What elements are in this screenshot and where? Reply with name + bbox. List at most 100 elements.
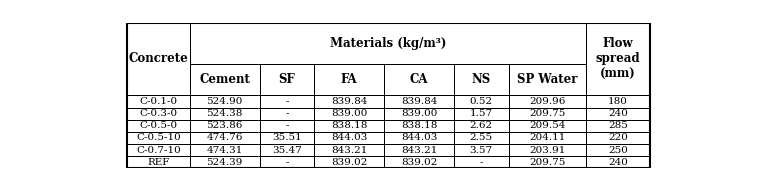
Text: 843.21: 843.21 [331, 146, 368, 155]
Text: REF: REF [147, 158, 170, 167]
Text: 2.55: 2.55 [470, 133, 493, 142]
Text: C-0.1-0: C-0.1-0 [139, 97, 177, 106]
Text: Materials (kg/m³): Materials (kg/m³) [330, 37, 446, 50]
Bar [314, 64, 384, 95]
Text: 839.84: 839.84 [331, 97, 368, 106]
Bar [127, 132, 190, 144]
Bar [259, 108, 314, 120]
Text: 524.39: 524.39 [206, 158, 243, 167]
Text: Cement: Cement [199, 73, 250, 86]
Text: 285: 285 [608, 121, 628, 130]
Text: Flow
spread
(mm): Flow spread (mm) [596, 37, 641, 81]
Text: 839.00: 839.00 [401, 109, 437, 118]
Bar [190, 108, 259, 120]
Bar [314, 156, 384, 168]
Bar [190, 23, 586, 64]
Text: 0.52: 0.52 [470, 97, 493, 106]
Bar [384, 64, 454, 95]
Text: -: - [285, 121, 289, 130]
Bar [384, 132, 454, 144]
Text: 839.02: 839.02 [401, 158, 437, 167]
Text: SF: SF [278, 73, 295, 86]
Bar [259, 156, 314, 168]
Text: SP Water: SP Water [517, 73, 578, 86]
Text: 35.47: 35.47 [272, 146, 302, 155]
Bar [509, 144, 586, 156]
Text: 209.75: 209.75 [529, 158, 565, 167]
Text: 35.51: 35.51 [272, 133, 302, 142]
Bar [509, 108, 586, 120]
Bar [509, 95, 586, 108]
Text: C-0.7-10: C-0.7-10 [136, 146, 181, 155]
Text: C-0.5-0: C-0.5-0 [139, 121, 177, 130]
Bar [127, 23, 190, 95]
Bar [190, 64, 259, 95]
Text: 204.11: 204.11 [529, 133, 565, 142]
Text: 180: 180 [608, 97, 628, 106]
Bar [384, 156, 454, 168]
Bar [586, 156, 650, 168]
Bar [127, 144, 190, 156]
Bar [314, 132, 384, 144]
Text: 523.86: 523.86 [206, 121, 243, 130]
Bar [454, 108, 509, 120]
Text: CA: CA [410, 73, 428, 86]
Text: 839.84: 839.84 [401, 97, 437, 106]
Bar [190, 120, 259, 132]
Bar [127, 120, 190, 132]
Text: 839.02: 839.02 [331, 158, 368, 167]
Text: Concrete: Concrete [129, 53, 189, 66]
Text: 474.31: 474.31 [206, 146, 243, 155]
Bar [586, 144, 650, 156]
Bar [314, 108, 384, 120]
Bar [586, 108, 650, 120]
Bar [127, 95, 190, 108]
Text: 844.03: 844.03 [331, 133, 368, 142]
Bar [259, 120, 314, 132]
Text: 838.18: 838.18 [401, 121, 437, 130]
Text: FA: FA [341, 73, 358, 86]
Bar [190, 132, 259, 144]
Text: -: - [480, 158, 483, 167]
Bar [509, 156, 586, 168]
Text: 2.62: 2.62 [470, 121, 493, 130]
Bar [259, 64, 314, 95]
Text: C-0.5-10: C-0.5-10 [136, 133, 181, 142]
Bar [259, 95, 314, 108]
Text: -: - [285, 97, 289, 106]
Text: 209.96: 209.96 [529, 97, 565, 106]
Text: 844.03: 844.03 [401, 133, 437, 142]
Bar [127, 108, 190, 120]
Bar [314, 95, 384, 108]
Bar [509, 132, 586, 144]
Text: 209.54: 209.54 [529, 121, 565, 130]
Text: 209.75: 209.75 [529, 109, 565, 118]
Bar [259, 132, 314, 144]
Bar [190, 156, 259, 168]
Bar [586, 95, 650, 108]
Bar [454, 95, 509, 108]
Bar [586, 120, 650, 132]
Bar [586, 23, 650, 95]
Text: NS: NS [471, 73, 491, 86]
Bar [127, 156, 190, 168]
Bar [454, 120, 509, 132]
Bar [509, 120, 586, 132]
Text: 474.76: 474.76 [206, 133, 243, 142]
Bar [454, 132, 509, 144]
Bar [454, 64, 509, 95]
Text: 3.57: 3.57 [470, 146, 493, 155]
Text: 250: 250 [608, 146, 628, 155]
Bar [259, 144, 314, 156]
Text: 240: 240 [608, 158, 628, 167]
Bar [586, 132, 650, 144]
Text: 220: 220 [608, 133, 628, 142]
Bar [454, 156, 509, 168]
Text: 203.91: 203.91 [529, 146, 565, 155]
Text: -: - [285, 109, 289, 118]
Bar [384, 108, 454, 120]
Bar [384, 120, 454, 132]
Text: 839.00: 839.00 [331, 109, 368, 118]
Bar [314, 144, 384, 156]
Bar [127, 23, 650, 168]
